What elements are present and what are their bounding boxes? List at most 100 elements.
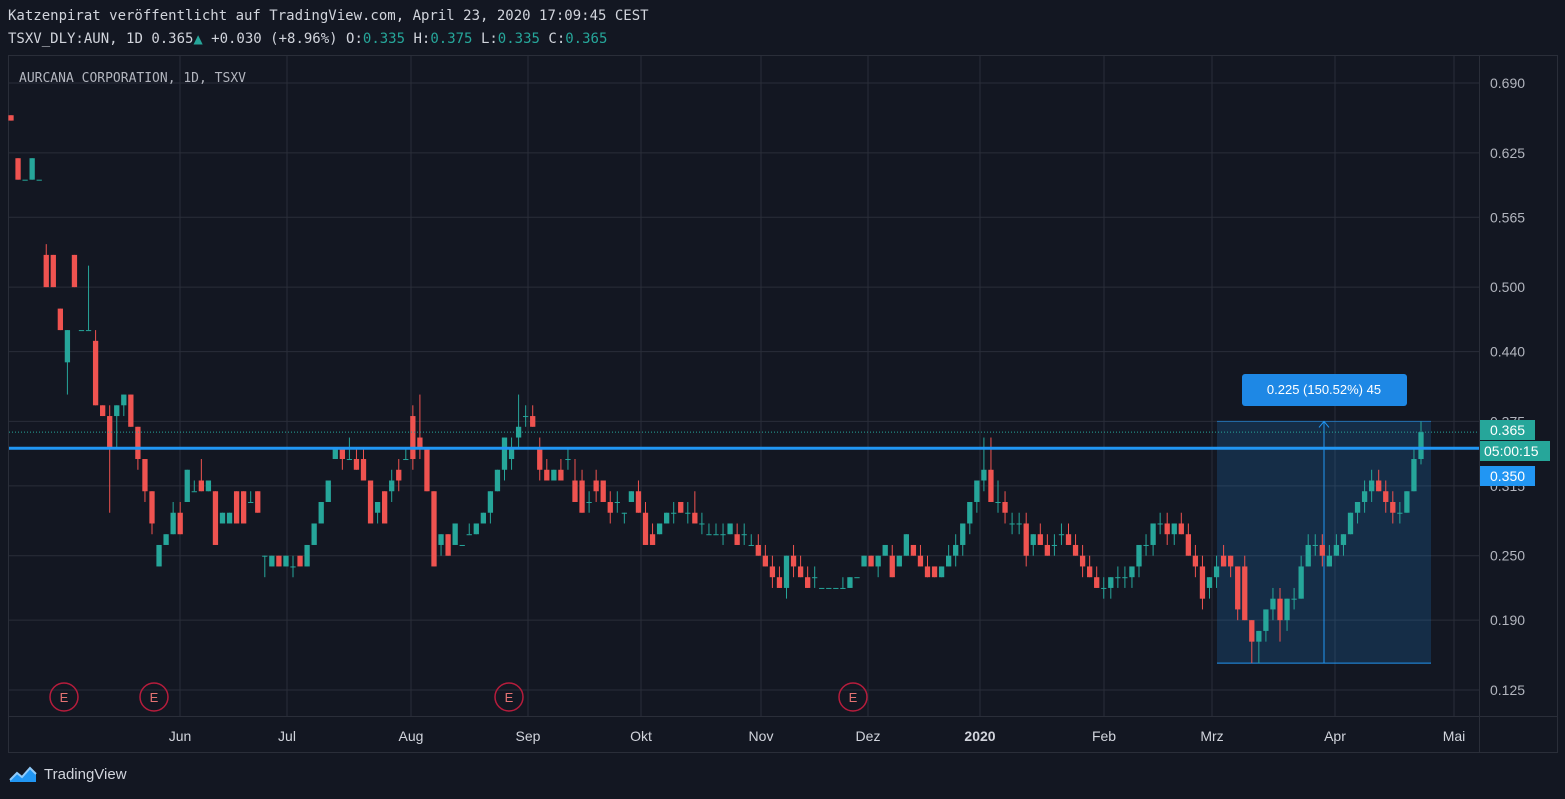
- candle: [664, 512, 670, 524]
- candle: [297, 555, 303, 567]
- candle-body: [487, 491, 494, 513]
- candle: [191, 480, 197, 493]
- candle-body: [1115, 577, 1121, 579]
- candle-body: [283, 555, 289, 567]
- candle-body: [1009, 523, 1015, 525]
- candle-body: [92, 340, 99, 406]
- candle: [931, 566, 938, 578]
- candle-body: [875, 555, 881, 567]
- candle-body: [1263, 609, 1269, 631]
- candle: [283, 555, 289, 567]
- earnings-marker[interactable]: E: [139, 682, 169, 712]
- candle: [431, 491, 437, 567]
- candle-body: [445, 534, 451, 556]
- candle-body: [981, 469, 987, 481]
- measure-box[interactable]: [1217, 420, 1431, 664]
- candle-body: [671, 512, 677, 514]
- candle: [868, 555, 874, 567]
- earnings-marker-label: E: [150, 690, 159, 705]
- candle-body: [184, 469, 190, 502]
- candle-body: [22, 179, 28, 181]
- candle: [917, 544, 924, 567]
- candle: [995, 480, 1001, 513]
- svg-text:05:00:15: 05:00:15: [1484, 443, 1539, 459]
- candle-body: [946, 555, 952, 567]
- candle: [1369, 469, 1375, 502]
- candle: [360, 448, 367, 481]
- candle-body: [198, 480, 204, 492]
- candle: [262, 555, 268, 578]
- candle: [1157, 512, 1163, 535]
- time-tick-label: Jun: [169, 728, 192, 744]
- candle: [170, 501, 176, 535]
- candle: [50, 254, 56, 288]
- candle: [699, 512, 705, 535]
- candle-body: [847, 577, 853, 588]
- candle-body: [1326, 555, 1332, 567]
- candle-body: [1383, 491, 1389, 502]
- candle: [15, 158, 21, 180]
- candle-body: [64, 330, 71, 363]
- candle: [1284, 598, 1290, 631]
- candle-body: [1122, 577, 1128, 579]
- candle-body: [1305, 544, 1311, 567]
- candle-body: [523, 416, 529, 418]
- candle-body: [797, 566, 804, 578]
- price-change-pct: (+8.96%): [270, 31, 338, 47]
- time-tick-label: Nov: [749, 728, 774, 744]
- candle: [1044, 534, 1050, 556]
- candle-body: [572, 480, 578, 502]
- interval[interactable]: 1D: [126, 31, 143, 47]
- candle: [1065, 523, 1072, 545]
- candle: [1150, 523, 1156, 556]
- candle: [1143, 534, 1149, 556]
- candle-body: [896, 555, 902, 567]
- earnings-marker[interactable]: E: [838, 682, 868, 712]
- up-arrow-icon: ▲: [193, 32, 203, 46]
- candle-body: [607, 501, 613, 513]
- candle-body: [664, 512, 670, 524]
- candle-body: [692, 512, 698, 524]
- candle: [833, 587, 839, 589]
- candle-body: [121, 394, 127, 406]
- candle-body: [15, 158, 21, 180]
- chart-frame: [8, 55, 1558, 753]
- price-change: +0.030: [211, 31, 262, 47]
- candle: [290, 555, 296, 578]
- svg-text:0.350: 0.350: [1490, 468, 1525, 484]
- candle-body: [233, 491, 240, 524]
- price-label-line[interactable]: 0.350: [1480, 466, 1535, 486]
- candle-body: [558, 469, 564, 481]
- candle-body: [269, 555, 275, 567]
- candle: [1340, 534, 1347, 556]
- price-axis[interactable]: 0.6900.6250.5650.5000.4400.3750.3150.250…: [1490, 75, 1525, 698]
- price-tick-label: 0.250: [1490, 548, 1525, 564]
- time-axis[interactable]: Jun Jul Aug Sep Okt Nov Dez 2020 Feb Mrz Apr Mai: [169, 728, 1466, 744]
- candle: [1213, 555, 1220, 588]
- measure-label[interactable]: 0.225 (150.52%) 45: [1242, 374, 1407, 406]
- candle: [1192, 544, 1199, 578]
- earnings-marker[interactable]: E: [49, 682, 79, 712]
- candle-body: [1164, 523, 1170, 535]
- candle-body: [988, 469, 994, 502]
- candle: [974, 480, 980, 513]
- candle: [1030, 534, 1036, 556]
- candle: [325, 480, 331, 502]
- candle: [1256, 630, 1262, 664]
- symbol-name[interactable]: TSXV_DLY:AUN,: [8, 31, 118, 47]
- tradingview-logo[interactable]: TradingView: [8, 764, 127, 784]
- candle-body: [57, 308, 63, 331]
- candle: [861, 555, 867, 567]
- candle-body: [1312, 544, 1318, 546]
- candle: [600, 480, 606, 502]
- candle-body: [1284, 598, 1290, 621]
- candle-body: [1256, 630, 1262, 642]
- candle-body: [311, 523, 317, 545]
- candle: [628, 491, 635, 502]
- earnings-marker[interactable]: E: [494, 682, 524, 712]
- candle: [551, 469, 557, 481]
- candle: [1164, 512, 1170, 545]
- candle: [685, 501, 691, 524]
